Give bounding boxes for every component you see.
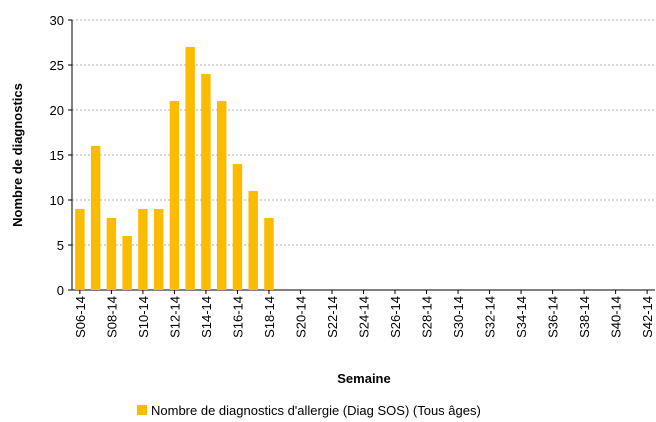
y-tick-label: 30 — [50, 13, 64, 28]
x-tick-label: S20-14 — [293, 296, 308, 338]
bar — [232, 164, 243, 290]
x-tick-label: S36-14 — [546, 296, 561, 338]
y-tick-label: 15 — [50, 148, 64, 163]
y-tick-label: 25 — [50, 58, 64, 73]
x-tick-label: S40-14 — [609, 296, 624, 338]
bar — [106, 218, 117, 290]
x-tick-label: S26-14 — [388, 296, 403, 338]
x-tick-label: S06-14 — [73, 296, 88, 338]
x-tick-label: S08-14 — [104, 296, 119, 338]
bar — [185, 47, 195, 290]
legend-label: Nombre de diagnostics d'allergie (Diag S… — [151, 403, 481, 418]
x-tick-label: S42-14 — [640, 296, 655, 338]
bar — [75, 209, 85, 290]
x-tick-label: S34-14 — [514, 296, 529, 338]
x-tick-label: S16-14 — [230, 296, 245, 338]
x-tick-label: S22-14 — [325, 296, 340, 338]
x-tick-label: S10-14 — [136, 296, 151, 338]
x-tick-label: S14-14 — [199, 296, 214, 338]
x-axis-label: Semaine — [337, 371, 390, 386]
legend-swatch — [137, 405, 147, 415]
x-tick-label: S12-14 — [167, 296, 182, 338]
bar — [216, 101, 227, 290]
y-tick-label: 10 — [50, 193, 64, 208]
bar — [138, 209, 148, 290]
bar — [201, 74, 211, 290]
x-tick-label: S30-14 — [451, 296, 466, 338]
x-tick-label: S38-14 — [577, 296, 592, 338]
x-tick-label: S32-14 — [483, 296, 498, 338]
y-tick-label: 20 — [50, 103, 64, 118]
bar — [90, 146, 101, 290]
y-tick-label: 5 — [57, 238, 64, 253]
x-tick-label: S28-14 — [420, 296, 435, 338]
y-tick-label: 0 — [57, 283, 64, 298]
bar — [248, 191, 258, 290]
x-tick-label: S24-14 — [357, 296, 372, 338]
x-tick-label: S18-14 — [262, 296, 277, 338]
bar — [264, 218, 274, 290]
y-axis-label: Nombre de diagnostics — [10, 83, 25, 227]
bar — [169, 101, 180, 290]
bar — [153, 209, 164, 290]
bar — [122, 236, 132, 290]
